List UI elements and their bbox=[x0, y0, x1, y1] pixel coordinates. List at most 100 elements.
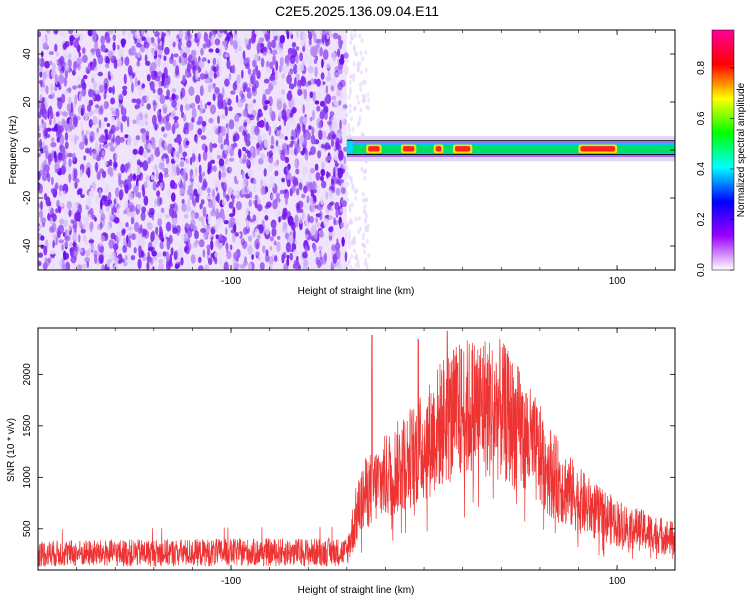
noise-cell bbox=[58, 74, 64, 85]
noise-cell bbox=[89, 61, 93, 68]
noise-cell bbox=[289, 143, 293, 148]
noise-cell bbox=[263, 138, 269, 149]
noise-cell bbox=[73, 263, 78, 270]
noise-cell bbox=[69, 118, 73, 127]
noise-cell bbox=[263, 207, 269, 214]
noise-cell bbox=[110, 232, 116, 240]
noise-cell bbox=[100, 44, 106, 52]
noise-cell bbox=[324, 111, 328, 120]
noise-cell bbox=[89, 221, 93, 233]
noise-cell bbox=[233, 224, 237, 232]
noise-cell bbox=[239, 264, 246, 269]
noise-cell bbox=[360, 38, 364, 44]
noise-cell bbox=[283, 263, 288, 270]
noise-cell bbox=[180, 91, 183, 100]
noise-cell bbox=[279, 64, 282, 73]
noise-cell bbox=[73, 40, 79, 48]
noise-cell bbox=[342, 104, 348, 109]
noise-cell bbox=[196, 181, 200, 188]
noise-cell bbox=[143, 112, 150, 121]
noise-cell bbox=[284, 136, 288, 141]
noise-cell bbox=[121, 228, 126, 235]
noise-cell bbox=[219, 30, 225, 34]
noise-cell bbox=[325, 85, 329, 95]
noise-cell bbox=[333, 151, 340, 161]
noise-cell bbox=[364, 227, 368, 233]
noise-cell bbox=[38, 252, 44, 258]
noise-cell bbox=[234, 30, 237, 35]
noise-cell bbox=[282, 66, 288, 74]
noise-cell bbox=[212, 57, 217, 66]
noise-cell bbox=[315, 172, 321, 181]
noise-cell bbox=[126, 116, 130, 128]
noise-cell bbox=[304, 132, 310, 139]
noise-cell bbox=[117, 117, 120, 124]
noise-cell bbox=[69, 241, 72, 248]
noise-cell bbox=[151, 250, 157, 257]
noise-cell bbox=[101, 195, 108, 201]
noise-cell bbox=[228, 220, 232, 229]
noise-cell bbox=[223, 220, 229, 225]
noise-cell bbox=[123, 261, 128, 267]
noise-cell bbox=[57, 230, 61, 239]
noise-cell bbox=[204, 264, 210, 270]
noise-cell bbox=[262, 90, 265, 95]
noise-cell bbox=[161, 237, 165, 243]
noise-cell bbox=[324, 37, 331, 47]
noise-cell bbox=[112, 41, 116, 51]
noise-cell bbox=[181, 234, 185, 239]
noise-cell bbox=[117, 48, 124, 58]
noise-cell bbox=[310, 78, 315, 85]
noise-cell bbox=[302, 31, 306, 43]
noise-cell bbox=[249, 82, 252, 88]
noise-cell bbox=[38, 132, 41, 138]
noise-cell bbox=[80, 169, 83, 178]
noise-cell bbox=[292, 263, 296, 269]
noise-cell bbox=[80, 121, 83, 132]
noise-cell bbox=[158, 162, 165, 170]
noise-cell bbox=[172, 227, 178, 234]
noise-cell bbox=[362, 242, 366, 248]
noise-cell bbox=[286, 179, 291, 187]
noise-cell bbox=[225, 132, 229, 142]
noise-cell bbox=[99, 222, 103, 229]
noise-cell bbox=[192, 59, 195, 65]
noise-cell bbox=[144, 54, 148, 63]
noise-cell bbox=[338, 100, 342, 106]
noise-cell bbox=[293, 228, 296, 240]
noise-cell bbox=[191, 175, 195, 179]
noise-cell bbox=[252, 59, 257, 68]
noise-cell bbox=[314, 250, 318, 257]
noise-cell bbox=[186, 156, 191, 166]
noise-cell bbox=[334, 162, 339, 167]
noise-cell bbox=[61, 243, 64, 251]
noise-cell bbox=[294, 77, 297, 87]
noise-cell bbox=[194, 61, 200, 72]
noise-cell bbox=[190, 213, 196, 219]
noise-cell bbox=[103, 117, 108, 122]
noise-cell bbox=[351, 127, 355, 132]
noise-cell bbox=[113, 243, 119, 251]
noise-cell bbox=[100, 35, 106, 45]
noise-cell bbox=[246, 185, 252, 191]
noise-cell bbox=[358, 115, 362, 121]
noise-cell bbox=[315, 256, 320, 265]
noise-cell bbox=[246, 91, 252, 99]
noise-cell bbox=[50, 69, 57, 79]
noise-cell bbox=[115, 108, 120, 119]
noise-cell bbox=[112, 160, 118, 171]
noise-cell bbox=[38, 57, 42, 66]
noise-cell bbox=[198, 173, 203, 183]
noise-cell bbox=[116, 207, 120, 216]
noise-cell bbox=[137, 203, 142, 211]
noise-cell bbox=[185, 205, 192, 212]
noise-cell bbox=[222, 236, 227, 243]
noise-cell bbox=[214, 239, 220, 248]
noise-cell bbox=[38, 152, 41, 158]
noise-cell bbox=[285, 165, 290, 176]
noise-cell bbox=[281, 177, 285, 183]
noise-cell bbox=[341, 187, 346, 195]
noise-cell bbox=[91, 48, 96, 56]
noise-cell bbox=[44, 60, 50, 69]
noise-cell bbox=[243, 121, 248, 127]
